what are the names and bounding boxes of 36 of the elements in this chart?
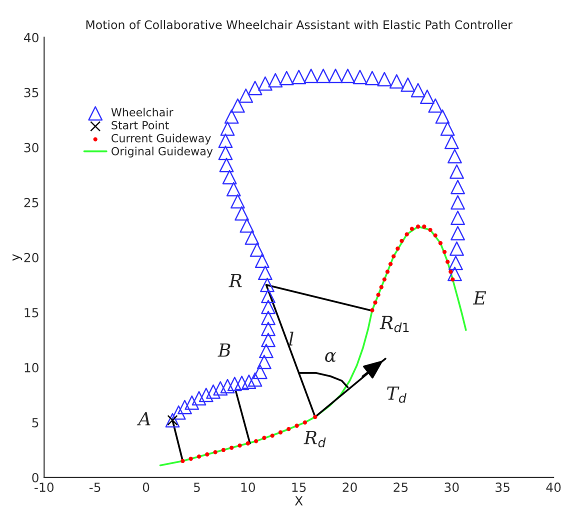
x-tick-label: -5 <box>89 482 100 492</box>
chart-title: Motion of Collaborative Wheelchair Assistant with Elastic Path Controller <box>86 20 512 30</box>
annotation: R <box>228 274 242 288</box>
y-tick-label: 35 <box>24 88 38 98</box>
x-tick-label: 10 <box>241 482 256 492</box>
annotation: T$_{d}$ <box>387 386 406 403</box>
x-tick-label: 40 <box>546 482 561 492</box>
y-tick-label: 30 <box>24 142 38 152</box>
y-tick-label: 20 <box>24 252 38 262</box>
annotation: B <box>218 343 230 357</box>
annotation: l <box>289 332 294 346</box>
x-tick-label: 5 <box>194 482 200 492</box>
x-tick-label: 25 <box>394 482 408 492</box>
x-tick-label: 20 <box>342 482 357 492</box>
x-tick-label: 15 <box>292 482 306 492</box>
y-tick-label: 0 <box>32 472 38 482</box>
y-tick-label: 25 <box>24 198 38 208</box>
annotation: R$_{d}$ <box>304 430 326 448</box>
x-axis-title: X <box>294 496 303 506</box>
annotation: A <box>136 412 150 426</box>
annotation: α <box>325 352 336 362</box>
y-tick-label: 10 <box>24 362 38 372</box>
x-tick-label: 35 <box>496 482 510 492</box>
legend-label: Current Guideway <box>112 134 211 145</box>
y-tick-label: 40 <box>24 32 38 42</box>
y-axis-title: y <box>12 254 22 261</box>
y-tick-label: 15 <box>24 308 38 318</box>
x-tick-label: 30 <box>444 482 459 492</box>
legend-label: Original Guideway <box>112 146 213 158</box>
legend-label: Start Point <box>112 120 169 130</box>
annotation: E <box>472 291 486 304</box>
x-tick-label: 0 <box>142 482 150 492</box>
y-tick-label: 5 <box>32 418 38 428</box>
x-tick-label: -10 <box>34 482 54 492</box>
annotation: R$_{d1}$ <box>380 316 409 332</box>
legend-label: Wheelchair <box>111 108 174 116</box>
